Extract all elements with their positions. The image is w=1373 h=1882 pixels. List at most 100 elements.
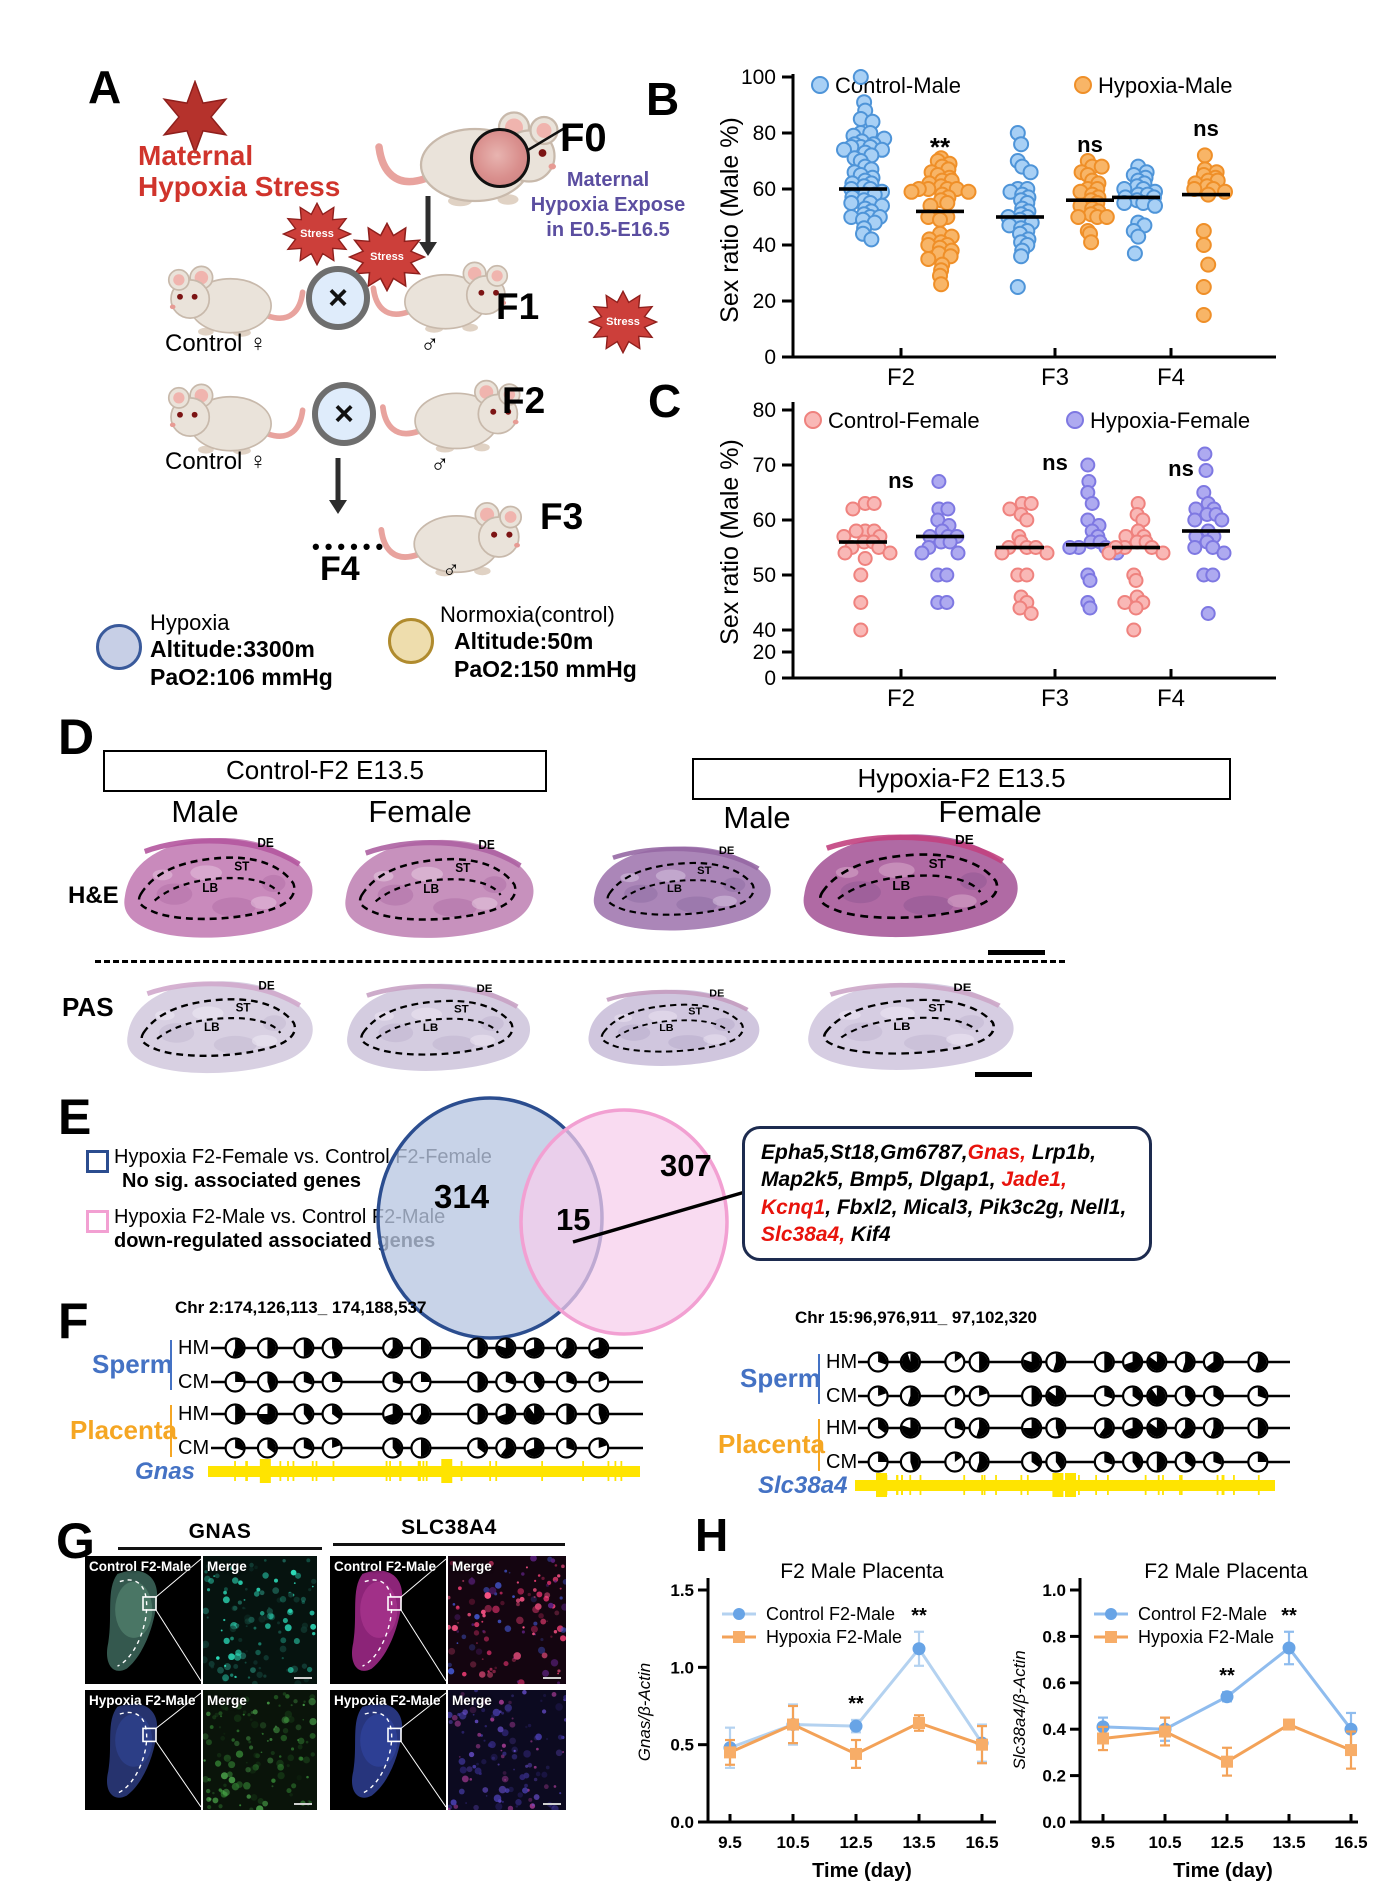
svg-text:Hypoxia-Female: Hypoxia-Female xyxy=(1090,408,1250,433)
hypoxia-circle-icon xyxy=(96,624,142,670)
svg-text:13.5: 13.5 xyxy=(1272,1833,1305,1852)
slc38a4-gene-label: Slc38a4 xyxy=(758,1472,848,1499)
panel-b-label: B xyxy=(646,73,680,125)
svg-text:20: 20 xyxy=(753,641,776,664)
svg-text:ns: ns xyxy=(888,468,914,493)
svg-text:F2: F2 xyxy=(887,364,915,391)
scale-bar xyxy=(543,1677,561,1679)
female-comparison-line2: No sig. associated genes xyxy=(122,1170,361,1192)
sex-ratio-female-chart: 0 20 40 50 60 70 80 Sex ratio (Male %) F2 F3 F4 Con… xyxy=(628,390,1373,715)
svg-text:ST: ST xyxy=(234,859,250,874)
svg-text:0.0: 0.0 xyxy=(1042,1813,1066,1832)
svg-text:Hypoxia-Male: Hypoxia-Male xyxy=(1098,73,1233,98)
scale-bar xyxy=(294,1677,312,1679)
if-slc38a4-control-merge-image: Merge xyxy=(448,1556,566,1684)
svg-text:16.5: 16.5 xyxy=(965,1833,998,1852)
cm-label: CM xyxy=(178,1371,210,1393)
hm-label: HM xyxy=(826,1351,858,1373)
svg-text:DE: DE xyxy=(257,836,274,851)
control-female-caption: Control ♀ xyxy=(165,448,268,475)
svg-text:ST: ST xyxy=(236,1001,252,1014)
scale-bar xyxy=(975,1072,1032,1077)
panel-e-label: E xyxy=(58,1089,92,1145)
svg-text:20: 20 xyxy=(753,290,776,313)
arrow-down-icon xyxy=(415,196,441,256)
if-slc38a4-hypoxia-merge-image: Merge xyxy=(448,1690,566,1810)
slc38a4-header-underline xyxy=(333,1543,565,1546)
svg-text:**: ** xyxy=(930,132,951,162)
f0-label: F0 xyxy=(560,116,607,160)
sperm-label: Sperm xyxy=(740,1363,821,1393)
slc38a4-expression-chart: 0.0 0.2 0.4 0.6 0.8 1.0 9.5 10.5 12.5 13.5 16.5 F2 … xyxy=(1008,1550,1368,1882)
svg-text:Sex ratio (Male %): Sex ratio (Male %) xyxy=(716,439,744,645)
f4-continuation-dots: •••••• xyxy=(312,534,389,559)
cm-label: CM xyxy=(826,1451,858,1473)
placenta-he-hypoxia-male: DE ST LB xyxy=(585,838,790,946)
svg-text:DE: DE xyxy=(478,838,495,852)
svg-text:50: 50 xyxy=(753,564,776,587)
svg-text:0.4: 0.4 xyxy=(1042,1720,1066,1739)
svg-text:F4: F4 xyxy=(1157,364,1185,391)
svg-text:60: 60 xyxy=(753,178,776,201)
maternal-stress-title: Maternal Hypoxia Stress xyxy=(138,140,341,203)
svg-text:Time (day): Time (day) xyxy=(812,1860,912,1882)
hypoxia-group-header: Hypoxia-F2 E13.5 xyxy=(692,758,1231,800)
row-label-he: H&E xyxy=(68,882,119,909)
svg-text:Slc38a4/β-Actin: Slc38a4/β-Actin xyxy=(1010,1650,1029,1769)
f2-label: F2 xyxy=(502,380,546,421)
svg-text:40: 40 xyxy=(753,619,776,642)
svg-text:80: 80 xyxy=(753,122,776,145)
male-comparison-line1: Hypoxia F2-Male vs. Control F2-Male xyxy=(114,1206,446,1228)
slc38a4-methylation-plot xyxy=(852,1344,1297,1484)
panel-a-label: A xyxy=(88,61,122,113)
svg-text:F2 Male Placenta: F2 Male Placenta xyxy=(780,1560,944,1583)
hm-label: HM xyxy=(826,1417,858,1439)
cross-mating-icon: × xyxy=(306,266,370,330)
svg-text:Gnas/β-Actin: Gnas/β-Actin xyxy=(635,1663,654,1762)
f3-label: F3 xyxy=(540,496,584,537)
if-gnas-hypoxia-merge-image: Merge xyxy=(203,1690,317,1810)
svg-text:0: 0 xyxy=(764,346,776,369)
image-label: Merge xyxy=(452,1693,492,1708)
venn-right-count: 307 xyxy=(660,1148,712,1183)
gnas-gene-label: Gnas xyxy=(135,1458,196,1485)
gene-name: Slc38a4, xyxy=(761,1222,846,1246)
svg-text:ns: ns xyxy=(1077,132,1103,157)
male-comparison-line2: down-regulated associated genes xyxy=(114,1230,436,1252)
svg-text:Sex ratio (Male %): Sex ratio (Male %) xyxy=(716,117,744,323)
stress-burst-icon: Stress xyxy=(587,289,659,355)
placenta-he-control-male: DE ST LB xyxy=(115,828,333,956)
svg-text:Control F2-Male: Control F2-Male xyxy=(1138,1604,1267,1624)
svg-text:ST: ST xyxy=(929,856,947,871)
gnas-expression-chart: 0.0 0.5 1.0 1.5 9.5 10.5 12.5 13.5 16.5 F2 Male P… xyxy=(630,1550,1010,1882)
if-gnas-control-merge-image: Merge xyxy=(203,1556,317,1684)
f4-label: F4 xyxy=(320,550,360,588)
cm-label: CM xyxy=(826,1385,858,1407)
svg-text:ST: ST xyxy=(455,861,471,875)
if-gnas-hypoxia-image: Hypoxia F2-Male xyxy=(85,1690,201,1810)
sperm-bracket xyxy=(818,1354,820,1404)
image-label: Merge xyxy=(452,1559,492,1574)
he-pas-divider xyxy=(95,960,1065,963)
slc38a4-region-label: Chr 15:96,976,911_ 97,102,320 xyxy=(795,1308,1037,1327)
svg-text:**: ** xyxy=(1281,1605,1297,1627)
hypoxia-legend: Hypoxia Altitude:3300m PaO2:106 mmHg xyxy=(150,610,333,690)
column-label-male: Male xyxy=(723,800,791,835)
svg-text:1.0: 1.0 xyxy=(1042,1581,1066,1600)
cross-mating-icon: × xyxy=(312,382,376,446)
svg-text:0: 0 xyxy=(764,667,776,690)
f1-male-mouse xyxy=(366,250,518,340)
svg-text:9.5: 9.5 xyxy=(718,1833,742,1852)
svg-text:10.5: 10.5 xyxy=(776,1833,809,1852)
scale-bar xyxy=(988,950,1045,955)
panel-h-label: H xyxy=(695,1509,729,1561)
svg-text:ns: ns xyxy=(1193,116,1219,141)
embryo-inset xyxy=(470,128,530,188)
slc38a4-column-header: SLC38A4 xyxy=(401,1516,497,1539)
svg-text:F4: F4 xyxy=(1157,685,1185,712)
svg-text:9.5: 9.5 xyxy=(1091,1833,1115,1852)
svg-text:Hypoxia F2-Male: Hypoxia F2-Male xyxy=(766,1627,902,1647)
svg-text:12.5: 12.5 xyxy=(1210,1833,1243,1852)
if-slc38a4-control-image: Control F2-Male xyxy=(330,1556,446,1684)
